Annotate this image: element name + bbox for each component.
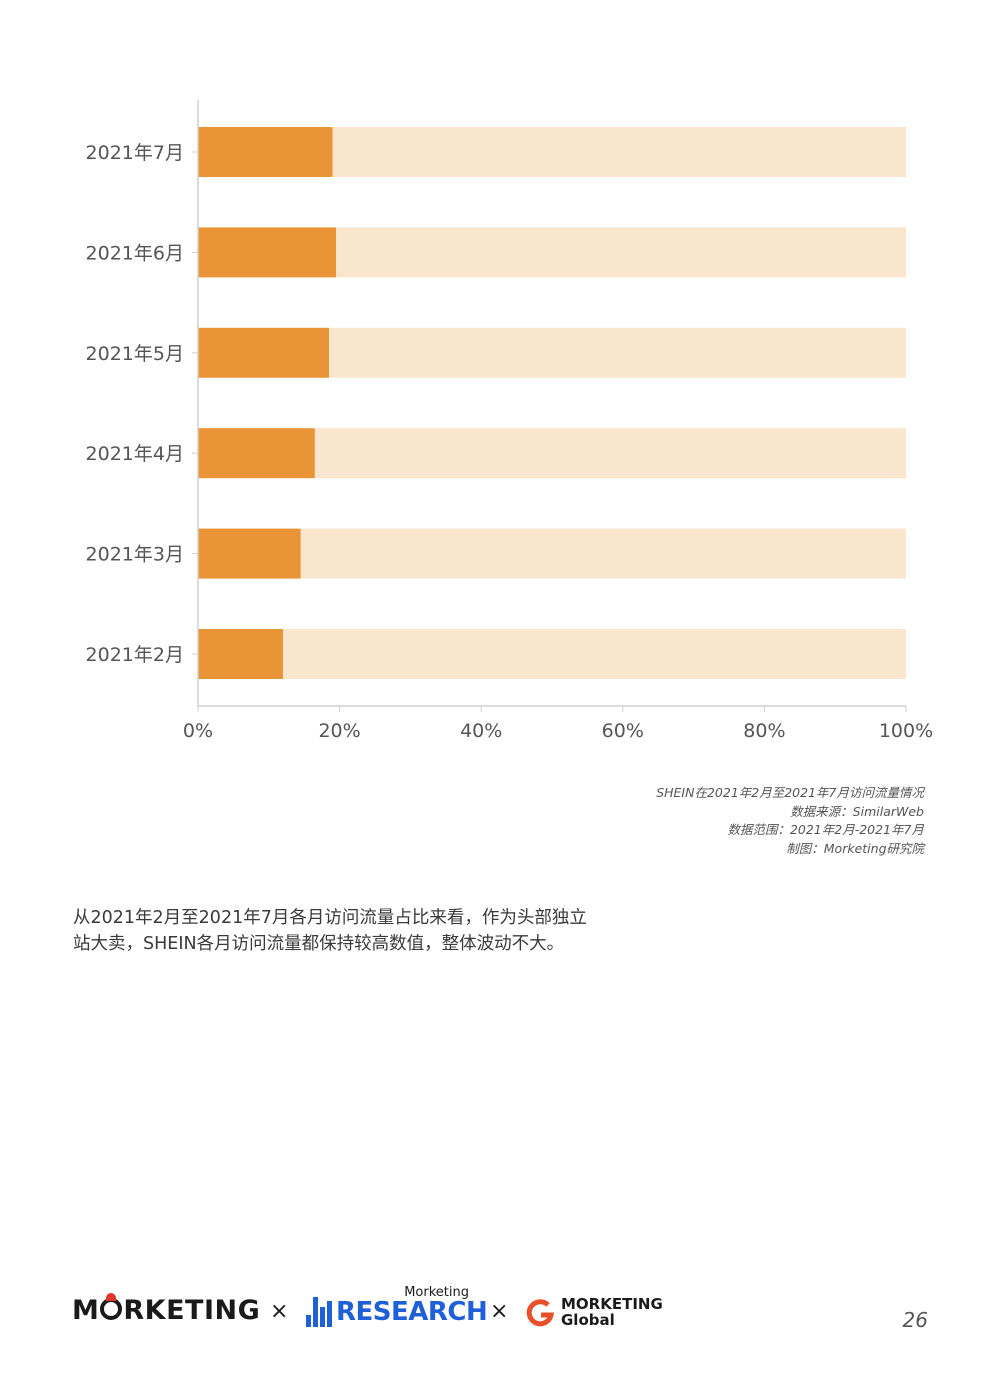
chart-caption: SHEIN在2021年2月至2021年7月访问流量情况 数据来源：Similar… (656, 784, 924, 858)
body-paragraph: 从2021年2月至2021年7月各月访问流量占比来看，作为头部独立站大卖，SHE… (73, 908, 587, 954)
bar-remainder (300, 528, 906, 579)
bar-remainder (336, 227, 906, 278)
category-label: 2021年6月 (86, 242, 184, 264)
x-tick-label: 20% (318, 720, 360, 742)
caption-range: 数据范围：2021年2月-2021年7月 (727, 822, 924, 837)
times-separator-1: × (270, 1299, 289, 1324)
morketing-logo-m: M (72, 1295, 100, 1326)
category-label: 2021年5月 (86, 343, 184, 365)
caption-title: SHEIN在2021年2月至2021年7月访问流量情况 (656, 785, 924, 800)
research-logo-small-text: Morketing (404, 1285, 469, 1300)
caption-credit: 制图：Morketing研究院 (786, 840, 924, 856)
research-bars-icon (306, 1297, 334, 1327)
morketing-logo: M RKETING (72, 1293, 261, 1326)
labels-layer: 2021年7月 2021年6月 2021年5月 2021年4月 2021年3月 2021年… (86, 142, 934, 742)
x-tick-label: 40% (460, 720, 502, 742)
bar-value (198, 528, 301, 579)
x-tick-label: 100% (879, 720, 933, 742)
bar-value (198, 127, 333, 177)
bar-value (198, 428, 315, 479)
category-label: 2021年7月 (86, 142, 184, 164)
footer-logos: M RKETING × Morketing RESEARCH × MORKETIN… (72, 1285, 932, 1345)
category-label: 2021年2月 (86, 644, 184, 666)
category-label: 2021年3月 (86, 544, 184, 566)
morketing-global-logo: MORKETING Global (526, 1295, 686, 1335)
bar-value (198, 327, 329, 378)
bar-remainder (328, 327, 907, 378)
morketing-research-logo: Morketing RESEARCH (306, 1285, 488, 1335)
bar-remainder (282, 629, 907, 679)
morketing-logo-rest: RKETING (123, 1295, 261, 1326)
global-logo-line2: Global (561, 1311, 615, 1329)
category-label: 2021年4月 (86, 443, 184, 465)
morketing-o-icon (100, 1293, 123, 1320)
x-tick-label: 0% (183, 720, 213, 742)
global-g-icon (526, 1299, 555, 1327)
caption-source: 数据来源：SimilarWeb (790, 803, 924, 819)
bar-value (198, 629, 283, 679)
times-separator-2: × (490, 1299, 509, 1324)
research-logo-word: RESEARCH (336, 1297, 488, 1327)
axis-layer (192, 100, 907, 712)
bar-remainder (332, 127, 906, 177)
bar-remainder (314, 428, 906, 479)
bars-layer (198, 127, 907, 679)
bar-chart: 2021年7月 2021年6月 2021年5月 2021年4月 2021年3月 2021年… (86, 100, 934, 742)
bar-value (198, 227, 337, 278)
page-number: 26 (902, 1308, 928, 1332)
x-tick-label: 60% (602, 720, 644, 742)
x-tick-label: 80% (743, 720, 785, 742)
global-logo-line1: MORKETING (561, 1295, 663, 1313)
